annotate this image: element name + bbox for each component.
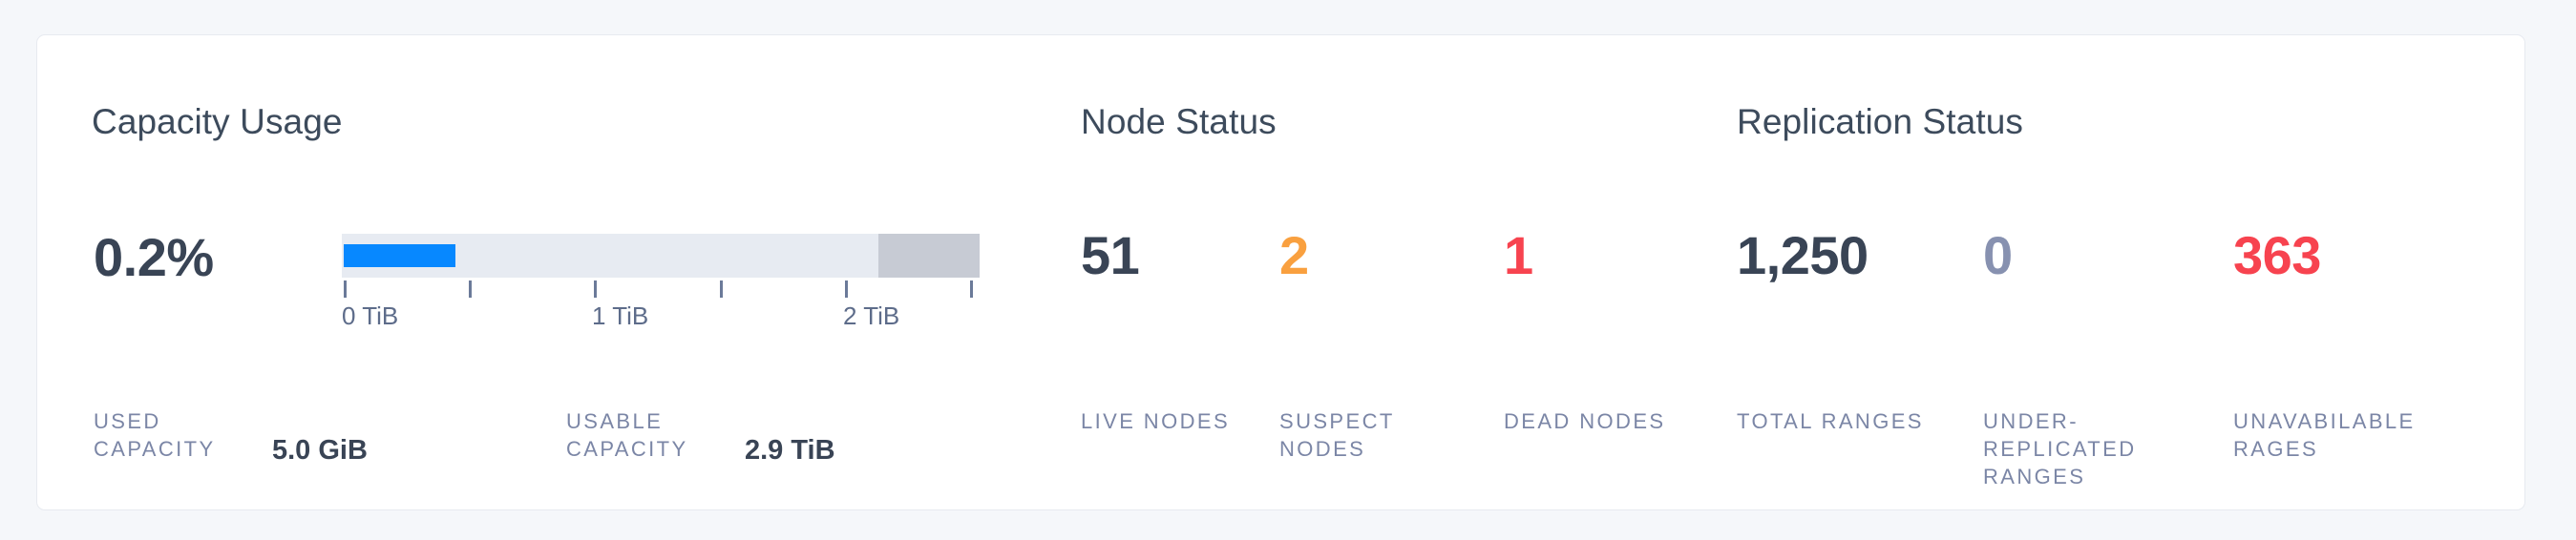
node-status-title: Node Status [1081, 102, 1277, 141]
live-nodes-value: 51 [1081, 225, 1140, 285]
used-capacity-label: USED CAPACITY [94, 409, 216, 462]
cluster-summary-card: Capacity Usage 0.2% 0 TiB 1 TiB 2 TiB [36, 34, 2525, 510]
axis-tick [344, 280, 347, 298]
under-replicated-ranges-label: UNDER- REPLICATED RANGES [1983, 409, 2137, 489]
capacity-usage-chart: 0 TiB 1 TiB 2 TiB [342, 234, 980, 338]
capacity-bar-used-fill [344, 244, 455, 267]
axis-tick-label-0: 0 TiB [342, 301, 399, 330]
node-status-section: Node Status 51 LIVE NODES 2 SUSPECT NODE… [1081, 35, 1673, 509]
replication-status-title: Replication Status [1737, 102, 2024, 141]
axis-tick [594, 280, 597, 298]
replication-status-section: Replication Status 1,250 TOTAL RANGES 0 … [1737, 35, 2501, 509]
capacity-bar-axis: 0 TiB 1 TiB 2 TiB [342, 280, 980, 338]
live-nodes-label: LIVE NODES [1081, 409, 1231, 433]
suspect-nodes-label: SUSPECT NODES [1279, 409, 1395, 462]
under-replicated-ranges-value: 0 [1983, 225, 2013, 285]
dead-nodes-value: 1 [1504, 225, 1533, 285]
axis-tick [845, 280, 848, 298]
total-ranges-value: 1,250 [1737, 225, 1869, 285]
axis-tick [720, 280, 723, 298]
used-capacity-value: 5.0 GiB [272, 435, 368, 466]
axis-tick-label-2: 2 TiB [843, 301, 900, 330]
capacity-usage-title: Capacity Usage [92, 102, 343, 141]
axis-tick-label-1: 1 TiB [592, 301, 649, 330]
unavailable-ranges-value: 363 [2233, 225, 2321, 285]
dead-nodes-label: DEAD NODES [1504, 409, 1666, 433]
capacity-usage-section: Capacity Usage 0.2% 0 TiB 1 TiB 2 TiB [92, 35, 1046, 509]
usable-capacity-value: 2.9 TiB [745, 435, 835, 466]
unavailable-ranges-label: UNAVABILABLE RAGES [2233, 409, 2416, 462]
capacity-bar-reserved-segment [878, 234, 980, 278]
axis-tick [469, 280, 472, 298]
capacity-usage-percent: 0.2% [94, 227, 214, 287]
axis-tick [970, 280, 973, 298]
total-ranges-label: TOTAL RANGES [1737, 409, 1924, 433]
suspect-nodes-value: 2 [1279, 225, 1309, 285]
usable-capacity-label: USABLE CAPACITY [566, 409, 688, 462]
capacity-bar-track [342, 234, 980, 278]
